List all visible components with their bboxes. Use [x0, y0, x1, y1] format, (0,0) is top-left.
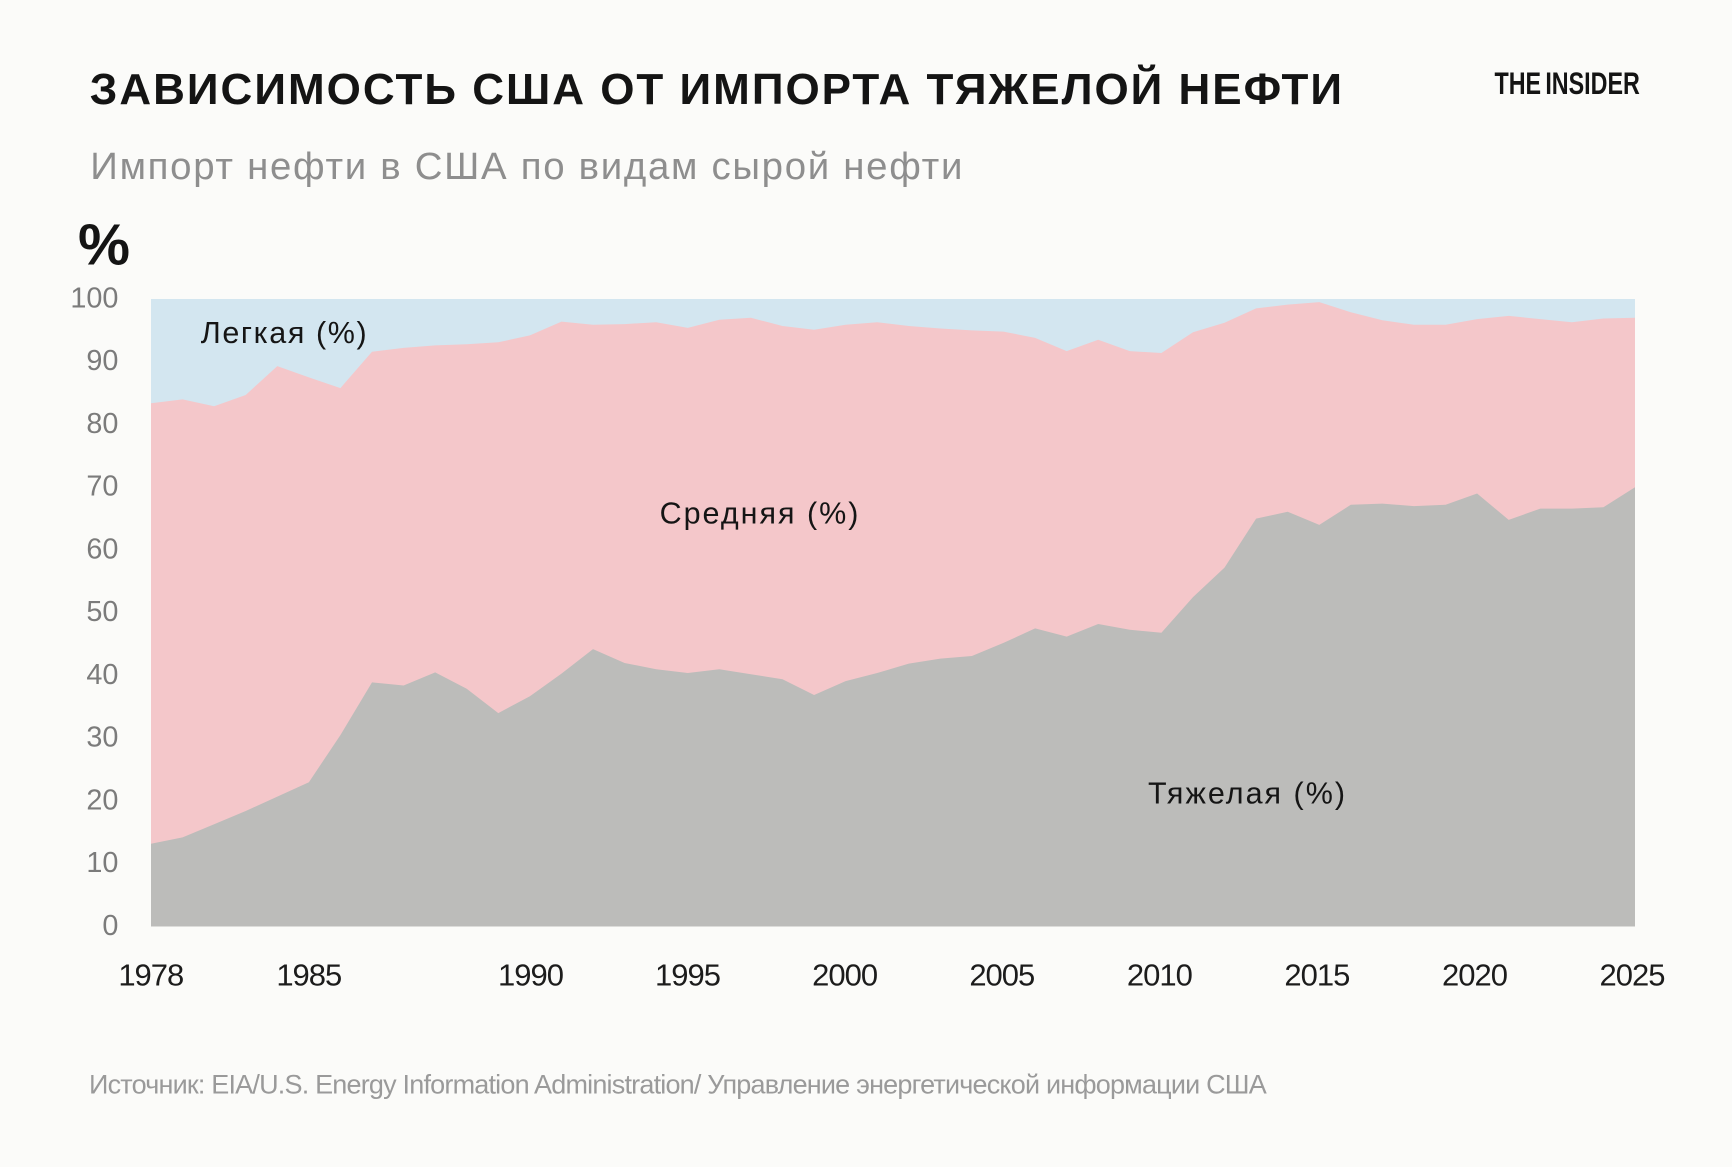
svg-text:Средняя (%): Средняя (%) — [660, 497, 861, 531]
svg-text:90: 90 — [86, 345, 118, 377]
svg-text:0: 0 — [102, 910, 118, 942]
svg-text:20: 20 — [86, 784, 118, 816]
svg-text:2000: 2000 — [812, 958, 878, 993]
svg-text:30: 30 — [86, 722, 118, 754]
svg-text:%: % — [78, 213, 130, 278]
svg-text:1995: 1995 — [655, 958, 720, 993]
svg-text:60: 60 — [86, 533, 118, 565]
svg-text:1990: 1990 — [498, 958, 564, 993]
svg-text:THE INSIDER: THE INSIDER — [1495, 66, 1640, 101]
svg-text:2020: 2020 — [1442, 958, 1508, 993]
svg-text:80: 80 — [86, 408, 118, 440]
svg-text:Тяжелая (%): Тяжелая (%) — [1148, 777, 1347, 811]
svg-text:2015: 2015 — [1284, 958, 1349, 993]
svg-text:100: 100 — [70, 282, 118, 314]
svg-text:Легкая (%): Легкая (%) — [201, 316, 369, 350]
svg-text:2005: 2005 — [969, 958, 1034, 993]
svg-text:50: 50 — [86, 596, 118, 628]
svg-text:Источник: EIA/U.S. Energy Info: Источник: EIA/U.S. Energy Information Ad… — [89, 1070, 1267, 1100]
svg-text:70: 70 — [86, 471, 118, 503]
svg-text:10: 10 — [86, 847, 118, 879]
svg-text:Импорт нефти в США по видам сы: Импорт нефти в США по видам сырой нефти — [90, 145, 964, 188]
svg-text:40: 40 — [86, 659, 118, 691]
svg-text:2025: 2025 — [1600, 958, 1665, 993]
svg-text:1985: 1985 — [276, 958, 341, 993]
svg-text:1978: 1978 — [118, 958, 183, 993]
svg-text:ЗАВИСИМОСТЬ США ОТ ИМПОРТА ТЯЖ: ЗАВИСИМОСТЬ США ОТ ИМПОРТА ТЯЖЕЛОЙ НЕФТИ — [90, 63, 1344, 114]
svg-text:2010: 2010 — [1127, 958, 1193, 993]
